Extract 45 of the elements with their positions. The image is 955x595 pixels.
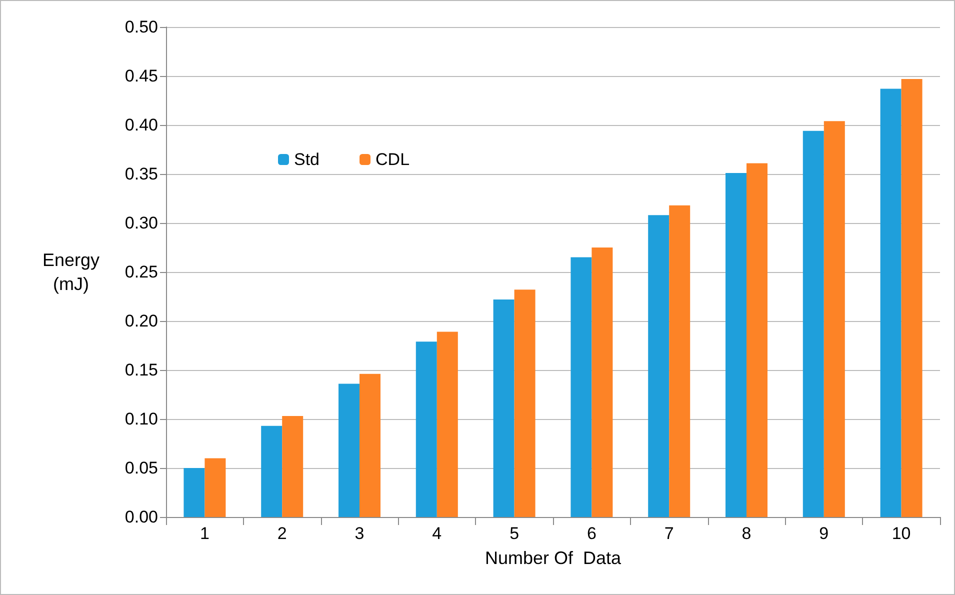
x-tick-label: 5 (510, 524, 520, 543)
x-tick-label: 3 (354, 524, 364, 543)
y-tick-label: 0.00 (124, 508, 158, 526)
bar (282, 416, 304, 517)
x-tick-label: 10 (892, 524, 911, 543)
bar (514, 290, 536, 517)
x-tick-label: 6 (586, 524, 596, 543)
bar (669, 205, 690, 517)
y-tick-label: 0.30 (124, 214, 158, 232)
x-tick-label: 2 (277, 524, 287, 543)
bar (493, 299, 514, 517)
x-tick-label: 9 (819, 524, 829, 543)
y-tick-label: 0.20 (124, 312, 158, 330)
x-tick-label: 4 (432, 524, 442, 543)
bar (184, 468, 205, 517)
bar (338, 384, 360, 517)
y-tick-label: 0.45 (124, 66, 158, 86)
x-axis-title: Number Of Data (484, 548, 622, 568)
legend-label: CDL (376, 150, 410, 169)
bar (901, 78, 922, 517)
bar (726, 173, 746, 517)
bar (261, 426, 282, 517)
bar (746, 163, 768, 517)
y-tick-label: 0.10 (124, 410, 158, 428)
bar (360, 374, 380, 517)
bar (570, 257, 592, 517)
bar (436, 332, 458, 517)
bar (592, 248, 613, 517)
y-axis-title: Energy (mJ) (42, 250, 100, 294)
x-tick-label: 8 (742, 524, 752, 543)
y-tick-label: 0.35 (124, 164, 158, 184)
bar (416, 342, 437, 517)
bar (824, 121, 845, 517)
y-tick-label: 0.15 (124, 360, 158, 380)
bar (802, 130, 824, 517)
y-tick-label: 0.40 (124, 116, 158, 134)
y-tick-label: 0.05 (124, 458, 158, 478)
x-tick-label: 1 (200, 524, 210, 543)
y-tick-label: 0.50 (124, 18, 158, 36)
x-tick-label: 7 (664, 524, 674, 543)
bar (648, 215, 670, 517)
bar (880, 88, 902, 517)
y-tick-label: 0.25 (124, 262, 158, 282)
bar (204, 458, 226, 517)
legend-label: Std (294, 150, 320, 169)
